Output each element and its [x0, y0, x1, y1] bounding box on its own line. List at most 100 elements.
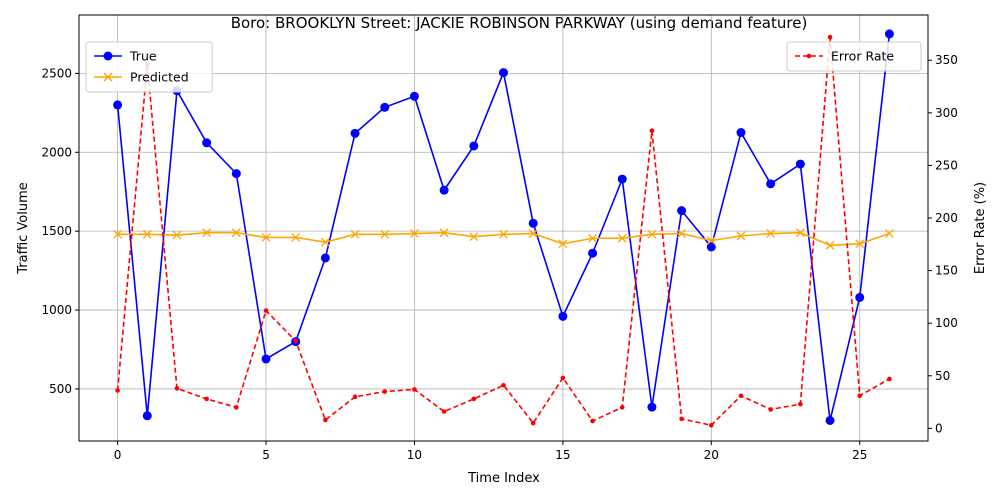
data-point-predicted — [202, 228, 212, 238]
y-axis-right-label: Error Rate (%) — [973, 182, 988, 274]
legend-box — [85, 41, 213, 93]
data-point-true — [231, 169, 241, 179]
plot-frame — [78, 14, 929, 442]
data-point-true — [617, 174, 627, 184]
data-point-error-rate — [738, 393, 744, 399]
legend-left: True Predicted — [85, 41, 213, 93]
data-point-true — [261, 354, 271, 364]
y-right-tick-label: 100 — [935, 316, 958, 330]
y-right-tick-label: 250 — [935, 158, 958, 172]
y-left-tick-label: 1500 — [41, 224, 72, 238]
data-point-error-rate — [887, 376, 892, 382]
data-point-error-rate — [234, 405, 239, 410]
legend-label-error-rate: Error Rate — [831, 49, 894, 64]
data-point-predicted-stroke — [795, 228, 805, 238]
data-point-predicted-stroke — [409, 229, 419, 238]
data-point-predicted-stroke — [439, 228, 449, 238]
data-point-predicted — [588, 233, 598, 243]
data-point-predicted-stroke — [142, 229, 152, 239]
data-point-predicted-stroke — [380, 229, 390, 239]
data-point-error-rate — [590, 418, 595, 424]
data-point-true — [884, 29, 894, 39]
data-point-error-rate — [471, 396, 477, 402]
data-point-error-rate — [382, 389, 388, 394]
data-point-true — [736, 128, 746, 138]
data-point-predicted-stroke — [291, 233, 301, 242]
data-point-predicted — [320, 237, 330, 247]
y-left-tick-label: 500 — [49, 382, 72, 396]
series-true — [113, 29, 894, 425]
y-right-tick-label: 0 — [935, 421, 943, 435]
series-line-error-rate — [116, 37, 890, 427]
x-tick-label: 15 — [555, 448, 570, 462]
data-point-true — [142, 411, 152, 421]
data-point-error-rate — [352, 394, 358, 400]
data-point-predicted-stroke — [558, 239, 568, 249]
data-point-predicted-stroke — [766, 229, 776, 238]
x-tick-label: 0 — [114, 448, 122, 462]
data-point-predicted-stroke — [172, 230, 182, 240]
data-point-error-rate — [798, 401, 803, 407]
series-predicted — [113, 228, 894, 250]
data-point-error-rate — [204, 396, 209, 402]
y-right-tick-label: 300 — [935, 106, 958, 120]
y-axis-left-label: Traffic Volume — [16, 182, 31, 275]
data-point-true — [469, 141, 479, 151]
data-point-predicted — [172, 230, 182, 240]
data-point-true — [380, 102, 390, 112]
data-point-predicted-stroke — [113, 229, 123, 239]
data-point-predicted — [706, 236, 716, 246]
data-point-predicted — [499, 229, 508, 239]
data-point-error-rate — [857, 393, 863, 399]
data-point-true — [677, 206, 687, 216]
data-point-predicted — [825, 240, 835, 250]
data-point-predicted — [439, 228, 449, 238]
y-left-tick-label: 1000 — [41, 303, 72, 317]
legend-marker-predicted — [103, 72, 113, 82]
data-point-predicted — [884, 229, 894, 238]
data-point-predicted-stroke — [320, 237, 330, 247]
data-point-predicted-stroke — [469, 232, 479, 242]
data-point-error-rate — [827, 34, 833, 40]
x-tick-label: 5 — [262, 448, 270, 462]
legend-box — [786, 41, 922, 72]
data-point-predicted — [350, 229, 360, 239]
data-point-error-rate — [708, 422, 714, 428]
data-point-predicted — [231, 228, 241, 238]
data-point-predicted-stroke — [588, 233, 598, 243]
data-point-true — [350, 128, 360, 138]
data-point-true — [528, 218, 538, 228]
data-point-error-rate — [323, 417, 328, 423]
data-point-predicted — [736, 231, 746, 241]
data-point-predicted — [380, 229, 390, 239]
y-right-tick-label: 150 — [935, 264, 958, 278]
data-point-true — [855, 292, 865, 302]
data-point-predicted — [409, 229, 419, 238]
data-point-error-rate — [649, 128, 655, 134]
data-point-error-rate — [293, 338, 299, 344]
data-point-true — [113, 100, 123, 110]
legend-right: Error Rate — [786, 41, 922, 72]
x-axis-label: Time Index — [467, 471, 540, 486]
data-point-predicted — [617, 233, 627, 243]
x-tick-label: 20 — [704, 448, 719, 462]
data-point-predicted-stroke — [677, 229, 687, 238]
data-point-predicted — [469, 232, 479, 242]
data-point-error-rate — [768, 407, 773, 412]
data-point-error-rate — [560, 375, 566, 381]
data-point-true — [706, 242, 716, 252]
data-point-predicted — [766, 229, 776, 238]
data-point-predicted — [291, 233, 301, 242]
legend-marker-true — [103, 51, 113, 61]
y-right-tick-label: 200 — [935, 211, 958, 225]
legend-marker-predicted-stroke — [103, 72, 113, 82]
data-point-error-rate — [679, 416, 684, 422]
data-point-true — [320, 253, 330, 263]
legend-label-predicted: Predicted — [130, 70, 189, 85]
data-point-true — [588, 248, 598, 258]
data-point-predicted-stroke — [261, 233, 271, 242]
y-left-tick-label: 2000 — [41, 145, 72, 159]
data-point-error-rate — [115, 388, 120, 393]
